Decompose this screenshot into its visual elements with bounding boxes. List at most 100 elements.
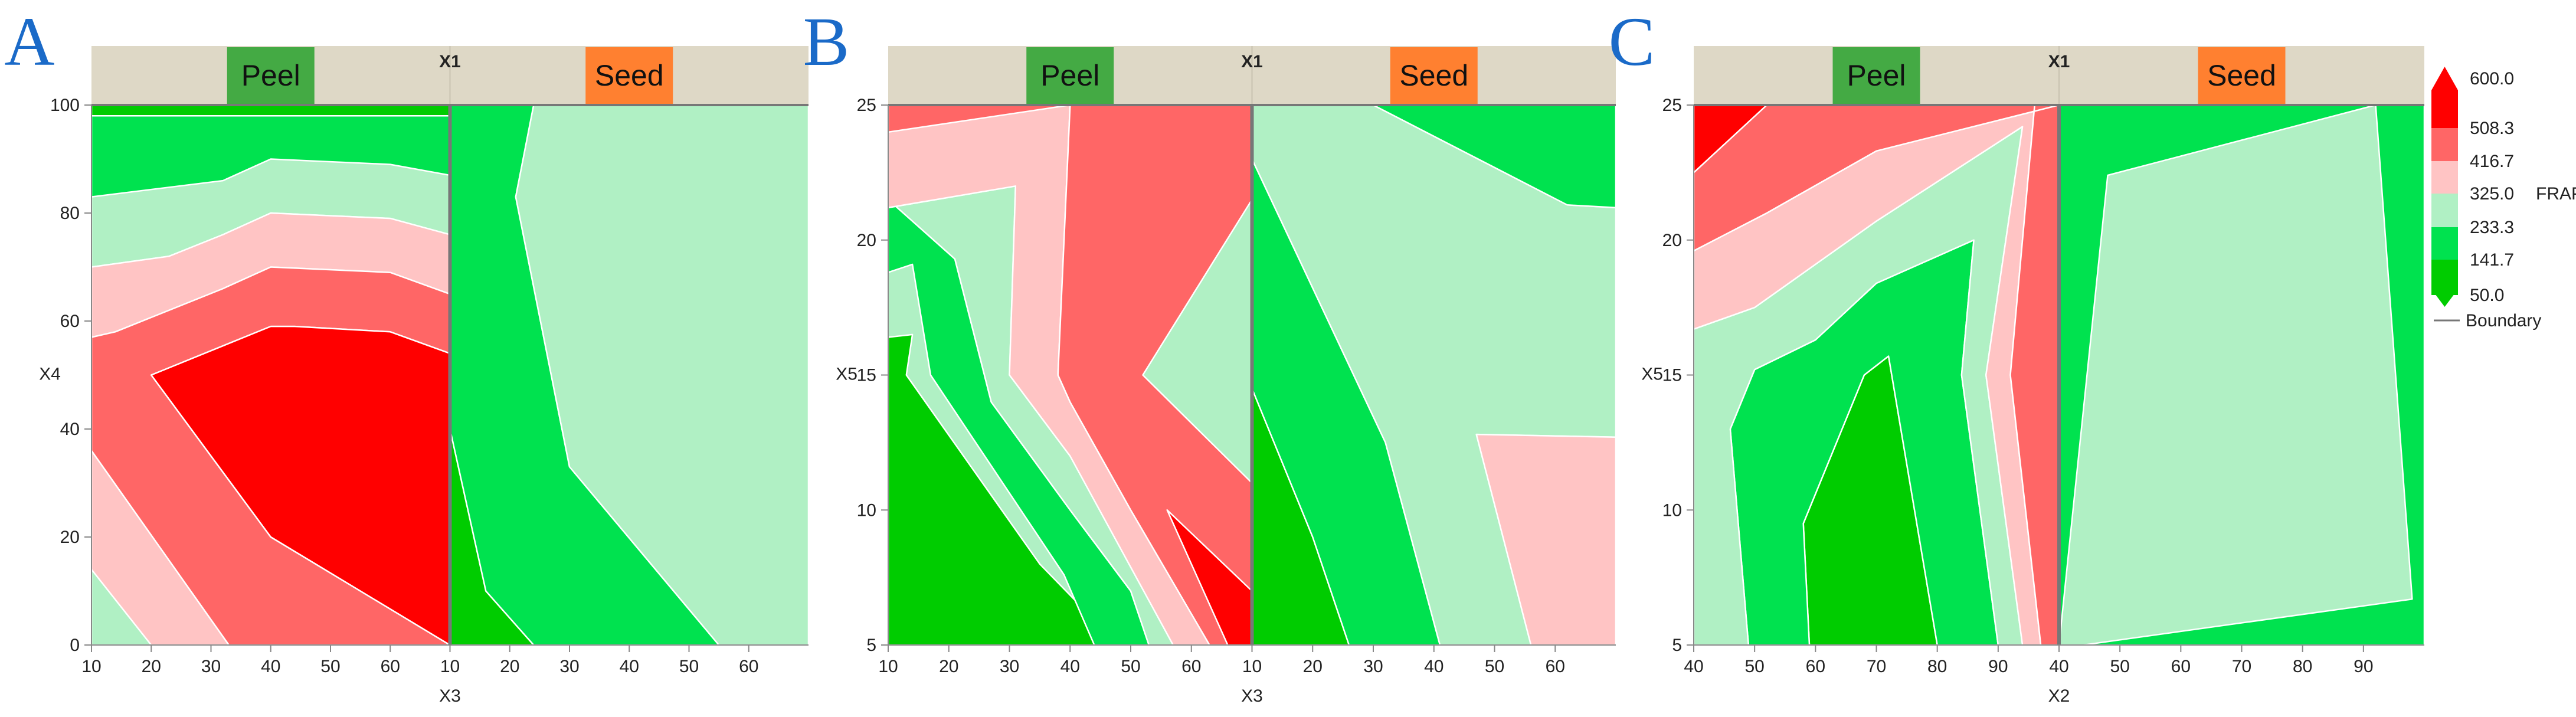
x-tick-label: 50: [2110, 657, 2129, 676]
legend-arrow-down: [2431, 289, 2458, 307]
x-tick-label: 90: [1988, 657, 2008, 676]
group-header-label: Peel: [1847, 59, 1906, 92]
y-tick-label: 0: [70, 636, 80, 655]
x-tick-label: 10: [81, 657, 101, 676]
x-tick-label: 40: [1060, 657, 1080, 676]
x-tick-label: 60: [1806, 657, 1825, 676]
x-tick-label: 10: [440, 657, 460, 676]
panel-letter: A: [4, 3, 54, 80]
x-tick-label: 40: [1424, 657, 1444, 676]
x-tick-label: 40: [1684, 657, 1703, 676]
x-tick-label: 70: [2232, 657, 2251, 676]
x-tick-label: 40: [2049, 657, 2068, 676]
legend-level-label: 233.3: [2470, 218, 2514, 237]
y-tick-label: 20: [1662, 231, 1682, 250]
subplot-peel: [887, 104, 1253, 646]
x-tick-label: 10: [1242, 657, 1262, 676]
group-header-seed: [585, 47, 673, 104]
legend-swatch: [2431, 227, 2458, 260]
legend-level-label: 508.3: [2470, 119, 2514, 138]
legend-arrow-up: [2431, 67, 2458, 90]
group-header-label: Seed: [2207, 59, 2276, 92]
y-axis-title: X5: [836, 365, 857, 384]
group-header-label: Peel: [1040, 59, 1099, 92]
legend-swatch: [2431, 128, 2458, 161]
subplot-peel: [1693, 104, 2060, 646]
y-tick-label: 25: [857, 96, 876, 115]
x-tick-label: 50: [320, 657, 340, 676]
x-tick-label: 50: [1485, 657, 1504, 676]
x-axis-title: X3: [1241, 686, 1263, 706]
panel-letter: C: [1609, 3, 1655, 80]
x-tick-label: 60: [739, 657, 758, 676]
y-tick-label: 20: [60, 528, 80, 547]
y-axis-title: X4: [39, 365, 61, 384]
group-header-seed: [1390, 47, 1478, 104]
y-tick-label: 25: [1662, 96, 1682, 115]
x-tick-label: 10: [878, 657, 898, 676]
x-tick-label: 90: [2354, 657, 2373, 676]
y-tick-label: 5: [866, 636, 876, 655]
subplot-peel: [90, 104, 451, 646]
panel-letter: B: [803, 3, 850, 80]
x-tick-label: 50: [679, 657, 699, 676]
y-tick-label: 80: [60, 204, 80, 223]
x-tick-label: 30: [201, 657, 221, 676]
panel-a: A X1 Peel Seed 0 20 40 60 80 100 10 20 30 40 50 60 10 20 3…: [4, 3, 810, 706]
y-tick-label: 10: [1662, 500, 1682, 520]
y-tick-label: 15: [1662, 366, 1682, 385]
group-header-label: Seed: [1399, 59, 1468, 92]
x-tick-label: 70: [1867, 657, 1886, 676]
subplot-seed: [449, 104, 810, 646]
group-header-label: Peel: [241, 59, 300, 92]
legend-boundary-label: Boundary: [2466, 311, 2541, 330]
group-header-peel: [1026, 47, 1114, 104]
group-header-seed: [2198, 47, 2286, 104]
legend-level-label: 416.7: [2470, 152, 2514, 171]
x-tick-label: 80: [2293, 657, 2312, 676]
header-variable-label: X1: [439, 52, 461, 71]
legend-swatch: [2431, 194, 2458, 227]
x-tick-label: 20: [500, 657, 519, 676]
y-tick-label: 40: [60, 420, 80, 439]
legend-level-label: 141.7: [2470, 250, 2514, 270]
legend-level-label: 325.0: [2470, 184, 2514, 204]
panel-c: C X1 Peel Seed 5 10 15 20 25 40 50 60 70 80 90 40 50 60 70…: [1609, 3, 2426, 706]
x-tick-label: 50: [1121, 657, 1140, 676]
x-tick-label: 80: [1927, 657, 1947, 676]
y-axis-title: X5: [1641, 365, 1663, 384]
x-tick-label: 40: [620, 657, 639, 676]
y-tick-label: 10: [857, 500, 876, 520]
header-variable-label: X1: [1241, 52, 1263, 71]
y-tick-label: 15: [857, 366, 876, 385]
x-tick-label: 30: [1000, 657, 1019, 676]
legend: 600.0 508.3 416.7 325.0 233.3 141.7 50.0 FRAP Bo…: [2431, 67, 2576, 330]
group-header-peel: [227, 47, 315, 104]
y-tick-label: 100: [50, 96, 80, 115]
x-tick-label: 60: [381, 657, 400, 676]
subplot-seed: [1251, 104, 1617, 646]
header-variable-label: X1: [2048, 52, 2070, 71]
subplot-seed: [2058, 104, 2426, 646]
y-tick-label: 5: [1672, 636, 1682, 655]
x-tick-label: 60: [1181, 657, 1201, 676]
group-header-label: Seed: [595, 59, 664, 92]
x-tick-label: 60: [1546, 657, 1565, 676]
y-tick-label: 20: [857, 231, 876, 250]
x-tick-label: 30: [559, 657, 579, 676]
x-tick-label: 30: [1363, 657, 1383, 676]
x-axis-title: X3: [439, 686, 461, 706]
legend-level-label: 600.0: [2470, 69, 2514, 89]
legend-level-label: 50.0: [2470, 286, 2504, 305]
x-tick-label: 20: [939, 657, 958, 676]
contour-region-325: [2058, 104, 2413, 646]
contour-region-600: [150, 325, 451, 646]
x-tick-label: 60: [2171, 657, 2191, 676]
legend-title: FRAP: [2536, 184, 2576, 204]
legend-swatch: [2431, 161, 2458, 194]
x-tick-label: 20: [1303, 657, 1323, 676]
x-axis-title: X2: [2048, 686, 2070, 706]
group-header-peel: [1832, 47, 1920, 104]
